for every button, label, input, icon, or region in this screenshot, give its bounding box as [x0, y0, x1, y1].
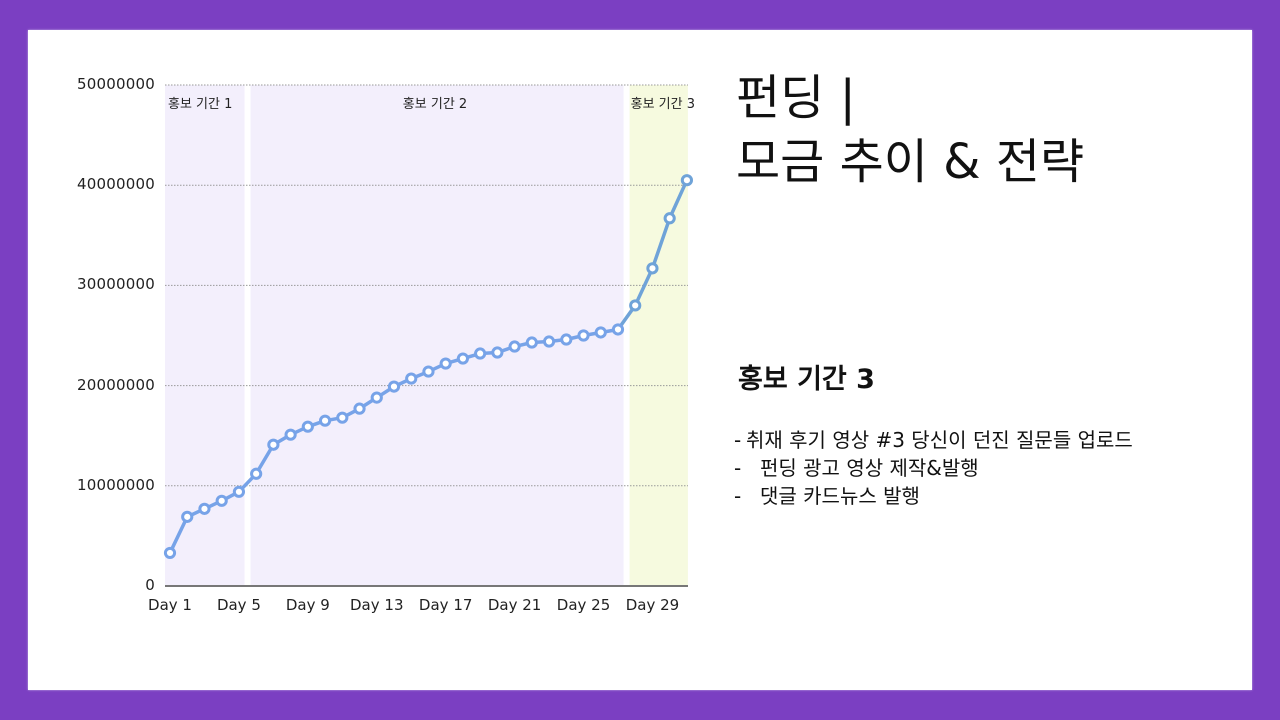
- data-point-marker: [594, 326, 607, 339]
- x-tick-label: Day 29: [625, 596, 680, 614]
- data-point-marker: [542, 335, 556, 348]
- y-tick-label: 50000000: [77, 75, 155, 93]
- data-point-marker: [405, 372, 418, 385]
- period-2-label: 홍보 기간 2: [402, 97, 468, 112]
- data-point-marker: [336, 411, 349, 424]
- x-tick-label: Day 1: [148, 596, 192, 614]
- data-point-marker: [680, 174, 694, 187]
- x-tick-label: Day 25: [556, 596, 611, 614]
- x-tick-label: Day 17: [418, 596, 473, 614]
- x-tick-label: Day 13: [350, 596, 404, 614]
- x-tick-label: Day 21: [487, 596, 542, 614]
- data-point-marker: [215, 494, 228, 507]
- data-point-marker: [387, 380, 401, 393]
- data-point-marker: [181, 510, 194, 523]
- data-point-marker: [474, 347, 487, 360]
- data-point-marker: [284, 428, 297, 441]
- x-tick-label: Day 9: [285, 596, 330, 614]
- period-2-shade: [250, 85, 624, 586]
- y-tick-label: 10000000: [77, 475, 155, 494]
- bullet-item: - 취재 후기 영상 #3 당신이 던진 질문들 업로드: [734, 426, 1133, 454]
- data-point-marker: [629, 299, 642, 312]
- data-point-marker: [370, 391, 383, 404]
- data-point-marker: [525, 336, 538, 349]
- y-tick-label: 30000000: [77, 275, 155, 294]
- data-point-marker: [267, 438, 280, 451]
- page-title: 펀딩 | 모금 추이 & 전략: [736, 66, 1084, 194]
- data-point-marker: [422, 365, 435, 378]
- period-3-shade: [629, 85, 688, 586]
- data-point-marker: [456, 352, 470, 365]
- data-point-marker: [560, 333, 573, 346]
- bullet-text: 댓글 카드뉴스 발행: [760, 484, 920, 508]
- data-point-marker: [301, 420, 314, 433]
- data-point-marker: [318, 414, 332, 427]
- y-tick-label: 0: [145, 576, 155, 594]
- title-line-2: 모금 추이 & 전략: [736, 134, 1085, 190]
- data-point-marker: [353, 402, 366, 415]
- data-point-marker: [232, 485, 246, 498]
- bullet-dash: -: [734, 428, 742, 452]
- title-line-1: 펀딩 |: [736, 70, 856, 126]
- period-3-label: 홍보 기간 3: [630, 97, 695, 112]
- data-point-marker: [163, 546, 177, 560]
- data-point-marker: [508, 340, 521, 353]
- strategy-bullet-list: - 취재 후기 영상 #3 당신이 던진 질문들 업로드 - 펀딩 광고 영상 제작…: [734, 426, 1133, 510]
- period-1-shade: [165, 85, 245, 586]
- bullet-text: 취재 후기 영상 #3 당신이 던진 질문들 업로드: [746, 428, 1133, 452]
- data-point-marker: [646, 262, 659, 275]
- y-tick-label: 20000000: [77, 375, 155, 394]
- bullet-dash: -: [734, 456, 742, 480]
- data-point-marker: [491, 346, 504, 359]
- bullet-item: - 댓글 카드뉴스 발행: [734, 482, 1133, 510]
- data-point-marker: [663, 212, 676, 225]
- data-point-marker: [250, 467, 263, 480]
- data-point-marker: [439, 357, 452, 370]
- data-point-marker: [198, 502, 211, 515]
- data-point-marker: [611, 323, 625, 336]
- bullet-item: - 펀딩 광고 영상 제작&발행: [734, 454, 1133, 482]
- section-heading: 홍보 기간 3: [738, 364, 875, 395]
- y-tick-label: 40000000: [77, 175, 155, 194]
- bullet-text: 펀딩 광고 영상 제작&발행: [760, 456, 979, 480]
- bullet-dash: -: [734, 484, 742, 508]
- data-point-marker: [577, 329, 590, 342]
- x-tick-label: Day 5: [216, 596, 261, 614]
- period-1-label: 홍보 기간 1: [168, 97, 233, 112]
